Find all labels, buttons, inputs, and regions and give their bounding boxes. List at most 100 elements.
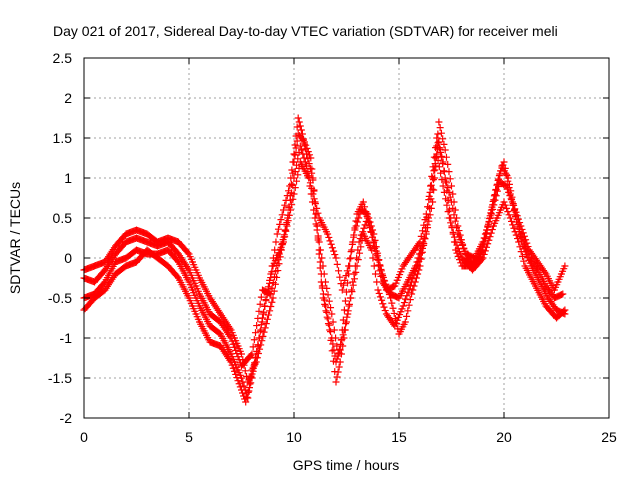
data-point — [232, 346, 240, 354]
data-point — [372, 243, 380, 251]
data-point — [427, 182, 434, 190]
y-tick-label: 2.5 — [53, 50, 73, 66]
x-axis-label: GPS time / hours — [293, 457, 400, 473]
data-point — [480, 250, 488, 258]
data-point — [229, 364, 237, 372]
data-point — [362, 209, 370, 217]
data-point — [403, 312, 411, 320]
data-point — [559, 290, 567, 298]
data-point — [355, 214, 363, 222]
data-point — [100, 279, 108, 287]
data-point — [334, 368, 342, 376]
data-point — [227, 358, 235, 366]
data-point — [245, 387, 253, 395]
data-point — [315, 238, 323, 246]
data-point — [376, 293, 384, 301]
data-point — [421, 235, 429, 243]
data-point — [335, 267, 343, 275]
data-point — [355, 238, 363, 246]
data-point — [370, 238, 378, 246]
data-point — [271, 273, 278, 281]
data-point — [429, 198, 437, 206]
data-point — [370, 262, 378, 270]
data-point — [446, 193, 454, 201]
x-tick-label: 20 — [496, 429, 512, 445]
data-point — [338, 336, 346, 344]
data-point — [429, 174, 437, 182]
data-point — [352, 222, 360, 230]
data-point — [422, 210, 430, 218]
data-point — [231, 343, 238, 351]
y-tick-label: 1 — [64, 170, 72, 186]
x-tick-label: 0 — [80, 429, 88, 445]
data-point — [239, 378, 247, 386]
data-point — [285, 204, 293, 212]
data-point — [248, 350, 256, 358]
data-point — [380, 303, 388, 311]
data-point — [233, 374, 241, 382]
data-point — [516, 219, 524, 227]
data-point — [518, 237, 526, 245]
data-point — [410, 271, 418, 279]
data-point — [324, 230, 332, 238]
data-point — [506, 192, 514, 200]
data-point — [448, 198, 455, 206]
data-point — [263, 315, 271, 323]
data-point — [269, 294, 277, 302]
data-point — [323, 313, 331, 321]
data-point — [339, 331, 347, 339]
data-point — [505, 211, 513, 219]
data-point — [449, 204, 457, 212]
data-point — [486, 233, 494, 241]
data-point — [299, 136, 307, 144]
data-point — [318, 254, 326, 262]
data-point — [340, 306, 348, 314]
data-point — [319, 294, 327, 302]
data-point — [361, 221, 369, 229]
data-point — [500, 198, 508, 206]
data-point — [496, 170, 504, 178]
data-point — [328, 310, 336, 318]
data-point — [506, 214, 514, 222]
data-point — [449, 228, 457, 236]
data-point — [293, 161, 301, 169]
data-point — [295, 118, 303, 126]
data-point — [247, 351, 255, 359]
data-point — [511, 205, 519, 213]
grid-lines — [84, 58, 609, 418]
y-axis-label: SDTVAR / TECUs — [7, 182, 23, 294]
data-point — [268, 298, 276, 306]
data-point — [445, 206, 453, 214]
data-point — [366, 218, 374, 226]
data-point — [336, 358, 344, 366]
data-point — [256, 327, 264, 335]
data-points — [80, 114, 569, 406]
data-point — [409, 286, 417, 294]
data-point — [454, 222, 462, 230]
data-point — [289, 181, 297, 189]
data-point — [250, 361, 258, 369]
data-point — [374, 249, 382, 257]
data-point — [416, 254, 424, 262]
data-point — [266, 307, 274, 315]
data-point — [517, 222, 525, 230]
data-point — [451, 217, 459, 225]
y-tick-label: -2 — [60, 410, 73, 426]
data-point — [296, 122, 304, 130]
data-point — [514, 223, 522, 231]
data-point — [329, 340, 337, 348]
data-point — [510, 201, 518, 209]
data-point — [286, 196, 294, 204]
data-point — [330, 247, 338, 255]
data-point — [357, 243, 365, 251]
data-point — [479, 254, 487, 262]
data-point — [247, 379, 255, 387]
data-point — [428, 172, 436, 180]
data-point — [348, 246, 356, 254]
data-point — [328, 244, 336, 252]
data-point — [310, 195, 318, 203]
data-point — [419, 244, 427, 252]
data-point — [324, 291, 332, 299]
data-point — [514, 235, 521, 243]
data-point — [412, 264, 420, 272]
